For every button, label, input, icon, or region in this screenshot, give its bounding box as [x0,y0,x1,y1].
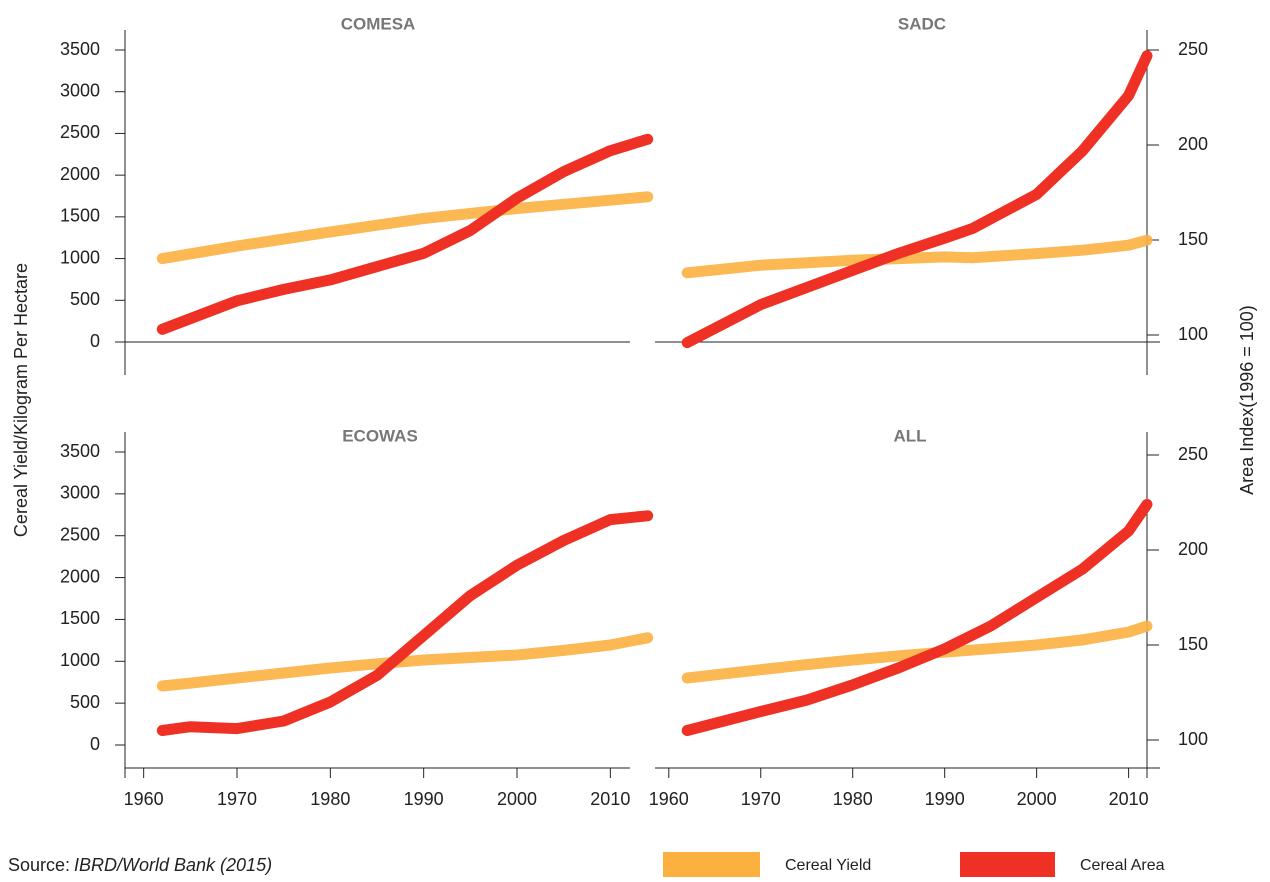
y-tick-label: 2500 [60,122,100,142]
x-tick-label: 1960 [649,789,689,809]
y-tick-label: 2500 [60,524,100,544]
panel-title: ALL [893,426,926,445]
x-tick-label: 1980 [310,789,350,809]
series-line [681,234,1153,279]
legend-swatch [960,852,1055,877]
y2-tick-label: 150 [1178,634,1208,654]
y-axis-label: Cereal Yield/Kilogram Per Hectare [11,263,31,537]
y2-tick-label: 100 [1178,729,1208,749]
series-line [156,133,654,335]
y2-tick-label: 200 [1178,134,1208,154]
y-tick-label: 500 [70,289,100,309]
y-tick-label: 1500 [60,206,100,226]
panel-title: ECOWAS [342,426,418,445]
series-line [156,191,654,265]
y2-tick-label: 100 [1178,324,1208,344]
x-tick-label: 1970 [217,789,257,809]
y2-tick-label: 200 [1178,539,1208,559]
x-tick-label: 2000 [497,789,537,809]
x-tick-label: 2000 [1017,789,1057,809]
y2-axis-label: Area Index(1996 = 100) [1237,305,1257,495]
source-label: Source: [8,855,70,875]
y-tick-label: 3000 [60,80,100,100]
series-line [681,50,1153,349]
y-tick-label: 0 [90,734,100,754]
series-line [681,620,1153,684]
y-tick-label: 3500 [60,441,100,461]
y-tick-label: 2000 [60,164,100,184]
series-line [156,510,654,736]
x-tick-label: 1990 [404,789,444,809]
source: IBRD/World Bank (2015) [74,855,272,875]
legend-label: Cereal Area [1080,857,1165,874]
y-tick-label: 3500 [60,39,100,59]
series-line [681,498,1153,736]
legend-label: Cereal Yield [785,857,871,874]
y-tick-label: 2000 [60,566,100,586]
panel-title: COMESA [341,14,416,33]
y2-tick-label: 150 [1178,229,1208,249]
y-tick-label: 3000 [60,483,100,503]
y-tick-label: 1500 [60,608,100,628]
panel-title: SADC [898,14,946,33]
x-tick-label: 1980 [833,789,873,809]
y-tick-label: 500 [70,692,100,712]
y2-tick-label: 250 [1178,444,1208,464]
y-tick-label: 0 [90,331,100,351]
x-tick-label: 1960 [124,789,164,809]
y-tick-label: 1000 [60,650,100,670]
x-tick-label: 2010 [1109,789,1149,809]
x-tick-label: 2010 [590,789,630,809]
x-tick-label: 1970 [741,789,781,809]
y2-tick-label: 250 [1178,39,1208,59]
x-tick-label: 1990 [925,789,965,809]
legend-swatch [663,852,760,877]
y-tick-label: 1000 [60,247,100,267]
